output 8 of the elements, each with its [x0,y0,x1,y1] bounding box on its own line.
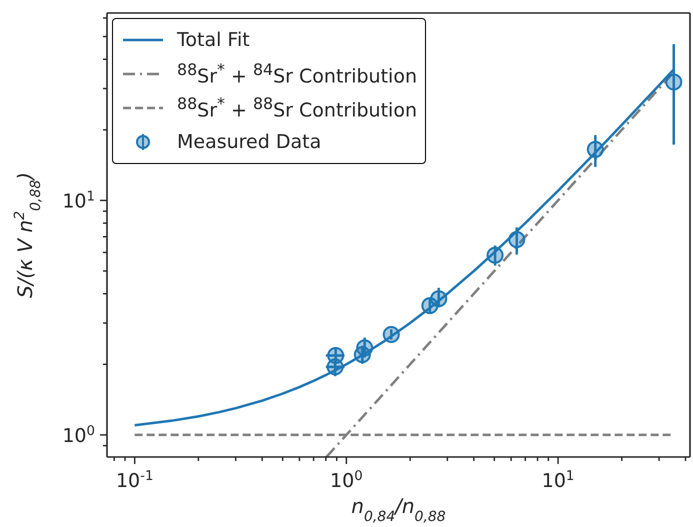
x-tick-label: 10$^{1}$ [542,468,574,492]
legend-label: $^{88}$Sr$^{*}$ + $^{84}$Sr Contribution [177,60,417,88]
x-tick-label: 10$^{-1}$ [116,468,154,492]
x-axis-title: n$_{0,84}$/n$_{0,88}$ [351,494,446,525]
legend-label: Measured Data [177,131,322,153]
legend-label: $^{88}$Sr$^{*}$ + $^{88}$Sr Contribution [177,94,417,122]
x-tick-label: 10$^{0}$ [330,468,363,492]
legend-label: Total Fit [177,29,250,51]
